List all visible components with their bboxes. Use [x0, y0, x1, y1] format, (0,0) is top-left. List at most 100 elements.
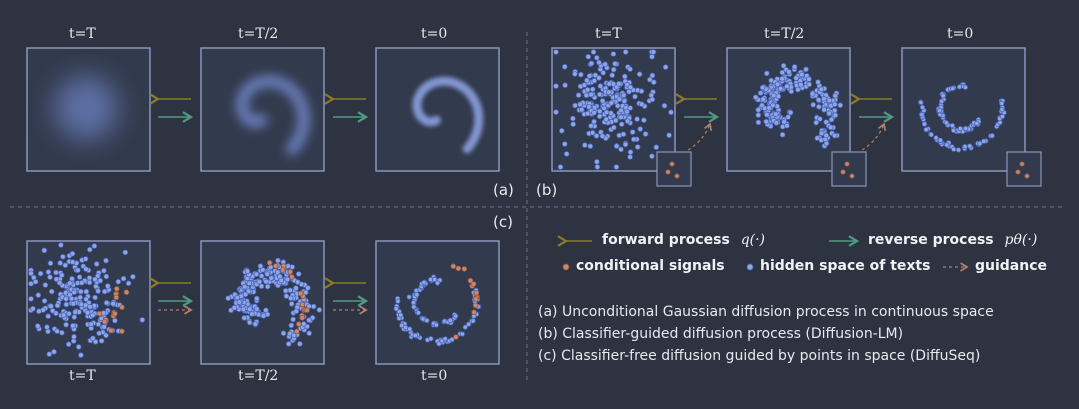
data-point [410, 299, 417, 306]
data-point [938, 98, 945, 104]
data-point [236, 299, 243, 305]
data-point [63, 321, 69, 328]
data-point [290, 332, 297, 339]
guidance-label: guidance [975, 258, 1048, 274]
data-point [258, 283, 265, 290]
panel-c-label-1: t=T [69, 368, 96, 384]
data-point [242, 283, 248, 290]
data-point [78, 288, 84, 295]
data-point [638, 88, 645, 94]
panel-b-clean-points [918, 81, 1007, 153]
data-point [304, 307, 310, 314]
data-point [636, 71, 643, 77]
data-point [279, 267, 286, 273]
data-point [472, 302, 479, 309]
data-point [594, 159, 600, 165]
data-point [599, 133, 606, 139]
data-point [41, 247, 48, 254]
data-point [1024, 173, 1030, 179]
data-point [119, 328, 125, 335]
data-point [260, 313, 267, 319]
data-point [642, 131, 649, 137]
data-point [763, 118, 769, 125]
data-point [72, 309, 78, 315]
data-point [563, 151, 570, 157]
data-point [616, 96, 623, 103]
data-point [785, 114, 791, 120]
data-point [92, 294, 98, 301]
panel-b-noise-points [553, 49, 674, 170]
data-point [78, 301, 84, 308]
panel-b-label-2: t=T/2 [764, 26, 805, 42]
data-point [582, 142, 588, 148]
hidden-space-label: hidden space of texts [760, 258, 931, 274]
data-point [69, 275, 75, 282]
data-point [84, 309, 91, 316]
data-point [293, 308, 300, 315]
data-point [618, 107, 624, 114]
data-point [424, 317, 430, 324]
data-point [473, 290, 480, 296]
data-point [760, 96, 766, 102]
data-point [76, 274, 83, 280]
data-point [242, 291, 249, 298]
data-point [110, 300, 116, 307]
data-point [613, 143, 620, 149]
data-point [256, 278, 263, 285]
data-point [665, 169, 671, 175]
data-point [779, 76, 785, 82]
data-point [950, 127, 957, 134]
data-point [827, 124, 834, 131]
data-point [602, 61, 608, 67]
data-point [755, 107, 762, 113]
data-point [1015, 169, 1021, 175]
data-point [63, 301, 70, 308]
data-point [999, 107, 1005, 113]
data-point [470, 318, 476, 324]
panel-a-label-2: t=T/2 [238, 26, 279, 42]
data-point [589, 129, 596, 136]
data-point [393, 306, 399, 312]
data-point [263, 278, 269, 285]
data-point [757, 90, 764, 96]
data-point [629, 129, 636, 135]
data-point [578, 107, 585, 113]
data-point [956, 84, 963, 90]
forward-process-text: forward process [602, 232, 730, 248]
data-point [87, 246, 93, 253]
data-point [606, 89, 612, 95]
data-point [649, 72, 656, 79]
data-point [641, 117, 647, 123]
data-point [244, 268, 251, 274]
data-point [71, 333, 77, 340]
data-point [447, 317, 453, 323]
data-point [962, 84, 969, 90]
data-point [471, 309, 477, 316]
data-point [591, 77, 598, 84]
data-point [70, 322, 76, 329]
data-point [114, 285, 120, 292]
reverse-process-math: pθ(·) [1004, 232, 1038, 248]
data-point [817, 116, 823, 122]
data-point [462, 324, 468, 330]
data-point [583, 92, 590, 99]
data-point [806, 81, 812, 88]
data-point [832, 92, 838, 99]
data-point [962, 144, 968, 150]
data-point [955, 147, 962, 153]
caption-c: (c) Classifier-free diffusion guided by … [538, 348, 981, 364]
data-point [86, 279, 93, 286]
data-point [999, 113, 1006, 120]
data-point [295, 321, 302, 327]
data-point [815, 97, 822, 103]
data-point [274, 269, 281, 276]
data-point [455, 265, 462, 272]
data-point [67, 280, 73, 287]
data-point [837, 102, 844, 108]
data-point [669, 161, 675, 167]
data-point [553, 49, 559, 55]
data-point [818, 86, 825, 92]
data-point [637, 126, 643, 132]
data-point [610, 66, 617, 73]
data-point [618, 114, 624, 120]
